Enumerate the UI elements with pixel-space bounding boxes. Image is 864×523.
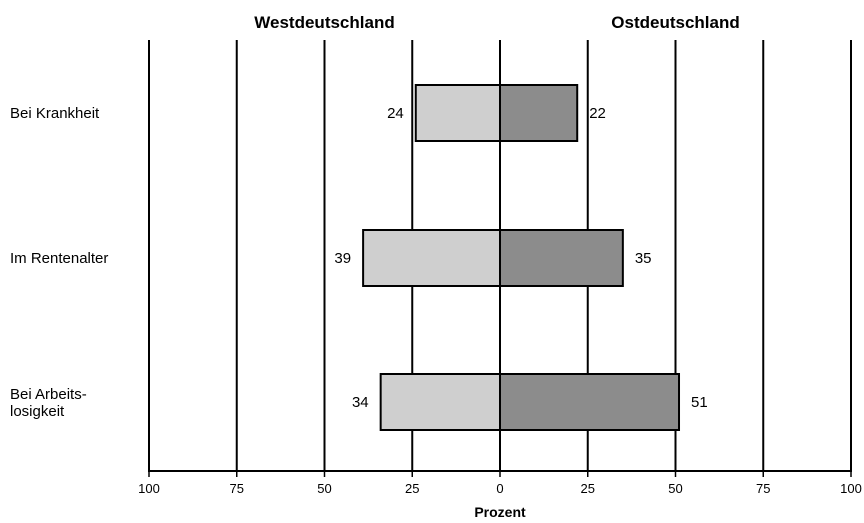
category-label-line: Im Rentenalter bbox=[10, 250, 108, 267]
value-label-east: 22 bbox=[589, 105, 606, 122]
bar-east bbox=[499, 84, 579, 142]
tick-label: 75 bbox=[230, 481, 244, 496]
value-label-east: 35 bbox=[635, 250, 652, 267]
category-label: Bei Arbeits-losigkeit bbox=[10, 386, 87, 420]
tick-label: 50 bbox=[668, 481, 682, 496]
bar-west bbox=[362, 229, 501, 287]
tick-label: 0 bbox=[496, 481, 503, 496]
category-label: Im Rentenalter bbox=[10, 250, 108, 267]
header-west: Westdeutschland bbox=[254, 13, 394, 32]
value-label-east: 51 bbox=[691, 394, 708, 411]
header-east: Ostdeutschland bbox=[611, 13, 739, 32]
tick-label: 100 bbox=[138, 481, 160, 496]
tick-label: 75 bbox=[756, 481, 770, 496]
bar-west bbox=[379, 373, 501, 431]
tick-label: 50 bbox=[317, 481, 331, 496]
category-label-line: losigkeit bbox=[10, 403, 65, 420]
bar-east bbox=[499, 373, 681, 431]
tick-label: 25 bbox=[581, 481, 595, 496]
value-label-west: 24 bbox=[387, 105, 404, 122]
value-label-west: 39 bbox=[334, 250, 351, 267]
category-label: Bei Krankheit bbox=[10, 105, 100, 122]
tick-label: 25 bbox=[405, 481, 419, 496]
tick-label: 100 bbox=[840, 481, 862, 496]
bar-east bbox=[499, 229, 624, 287]
category-label-line: Bei Krankheit bbox=[10, 105, 100, 122]
x-axis-label: Prozent bbox=[474, 504, 526, 520]
value-label-west: 34 bbox=[352, 394, 369, 411]
bar-west bbox=[414, 84, 502, 142]
category-label-line: Bei Arbeits- bbox=[10, 386, 87, 403]
